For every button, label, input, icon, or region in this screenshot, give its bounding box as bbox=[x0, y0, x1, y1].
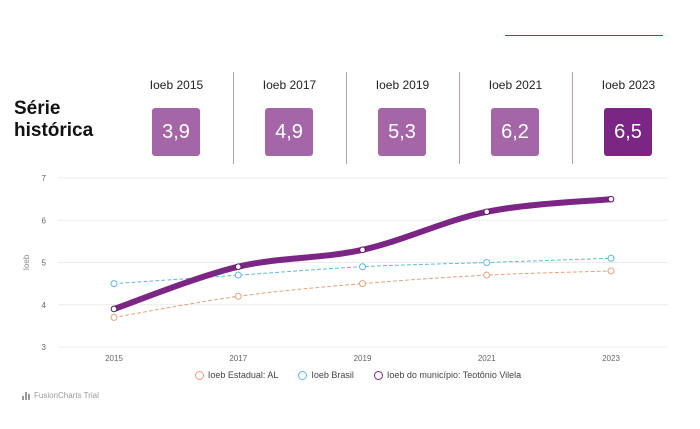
branding-text: FusionCharts Trial bbox=[34, 391, 99, 400]
y-tick-label: 6 bbox=[42, 216, 47, 225]
score-card-2017: Ioeb 2017 4,9 bbox=[233, 70, 346, 162]
score-card-2023: Ioeb 2023 6,5 bbox=[572, 70, 685, 162]
score-card-label: Ioeb 2021 bbox=[488, 78, 543, 92]
data-point-brasil bbox=[607, 254, 615, 262]
data-point-estadual bbox=[607, 267, 615, 275]
x-tick-label: 2021 bbox=[478, 354, 496, 363]
legend-label: Ioeb do município: Teotônio Vilela bbox=[386, 370, 522, 380]
score-card-value: 5,3 bbox=[378, 108, 426, 156]
card-separator bbox=[459, 72, 460, 164]
y-tick-label: 7 bbox=[42, 174, 47, 183]
data-point-estadual bbox=[359, 280, 366, 288]
legend-item-estadual[interactable]: Ioeb Estadual: AL bbox=[194, 370, 279, 380]
data-point-municipio bbox=[607, 195, 615, 203]
data-point-estadual bbox=[483, 271, 491, 279]
card-separator bbox=[572, 72, 573, 164]
legend-item-municipio[interactable]: Ioeb do município: Teotônio Vilela bbox=[373, 370, 522, 380]
data-point-municipio bbox=[234, 263, 242, 271]
series-line-estadual bbox=[113, 270, 612, 318]
score-card-value: 6,2 bbox=[491, 108, 539, 156]
title-line-1: Série bbox=[14, 98, 61, 119]
score-card-value: 3,9 bbox=[152, 108, 200, 156]
fusioncharts-branding: FusionCharts Trial bbox=[22, 391, 99, 400]
data-point-brasil bbox=[110, 280, 118, 288]
series-line-municipio bbox=[111, 196, 614, 312]
legend-label: Ioeb Estadual: AL bbox=[207, 370, 279, 380]
y-tick-label: 5 bbox=[42, 259, 47, 268]
score-card-value: 4,9 bbox=[265, 108, 313, 156]
legend-item-brasil[interactable]: Ioeb Brasil bbox=[298, 370, 354, 380]
data-point-brasil bbox=[234, 271, 242, 279]
y-tick-label: 4 bbox=[42, 301, 47, 310]
title-line-2: histórica bbox=[14, 120, 94, 141]
score-card-2015: Ioeb 2015 3,9 bbox=[120, 70, 233, 162]
y-tick-label: 3 bbox=[42, 343, 47, 352]
legend-marker-estadual bbox=[194, 370, 204, 380]
legend-marker-brasil bbox=[298, 370, 308, 380]
legend-label: Ioeb Brasil bbox=[311, 370, 354, 380]
score-card-label: Ioeb 2015 bbox=[149, 78, 204, 92]
y-axis-label: Ioeb bbox=[22, 254, 31, 270]
data-point-brasil bbox=[359, 263, 366, 271]
x-tick-label: 2015 bbox=[105, 354, 123, 363]
score-card-label: Ioeb 2017 bbox=[262, 78, 317, 92]
score-card-value: 6,5 bbox=[604, 108, 652, 156]
score-card-2019: Ioeb 2019 5,3 bbox=[346, 70, 459, 162]
data-point-municipio bbox=[483, 208, 491, 216]
x-tick-label: 2017 bbox=[229, 354, 247, 363]
card-separator bbox=[346, 72, 347, 164]
score-card-label: Ioeb 2023 bbox=[601, 78, 656, 92]
data-point-brasil bbox=[483, 259, 491, 266]
score-cards: Ioeb 2015 3,9 Ioeb 2017 4,9 Ioeb 2019 5,… bbox=[120, 70, 685, 170]
x-tick-label: 2023 bbox=[602, 354, 620, 363]
score-card-2021: Ioeb 2021 6,2 bbox=[459, 70, 572, 162]
line-chart: 3 4 5 6 7 Ioeb 2015 2017 2019 2021 2023 bbox=[22, 174, 668, 363]
page-title: Série histórica bbox=[14, 98, 93, 142]
top-rule bbox=[505, 35, 663, 36]
x-tick-label: 2019 bbox=[354, 354, 372, 363]
data-point-municipio bbox=[110, 305, 118, 313]
data-point-estadual bbox=[110, 313, 118, 321]
data-point-municipio bbox=[359, 246, 366, 254]
bar-chart-icon bbox=[22, 391, 30, 400]
chart-legend: Ioeb Estadual: AL Ioeb Brasil Ioeb do mu… bbox=[8, 370, 700, 380]
data-point-estadual bbox=[234, 292, 242, 300]
score-card-label: Ioeb 2019 bbox=[375, 78, 430, 92]
legend-marker-municipio bbox=[373, 370, 383, 380]
card-separator bbox=[233, 72, 234, 164]
